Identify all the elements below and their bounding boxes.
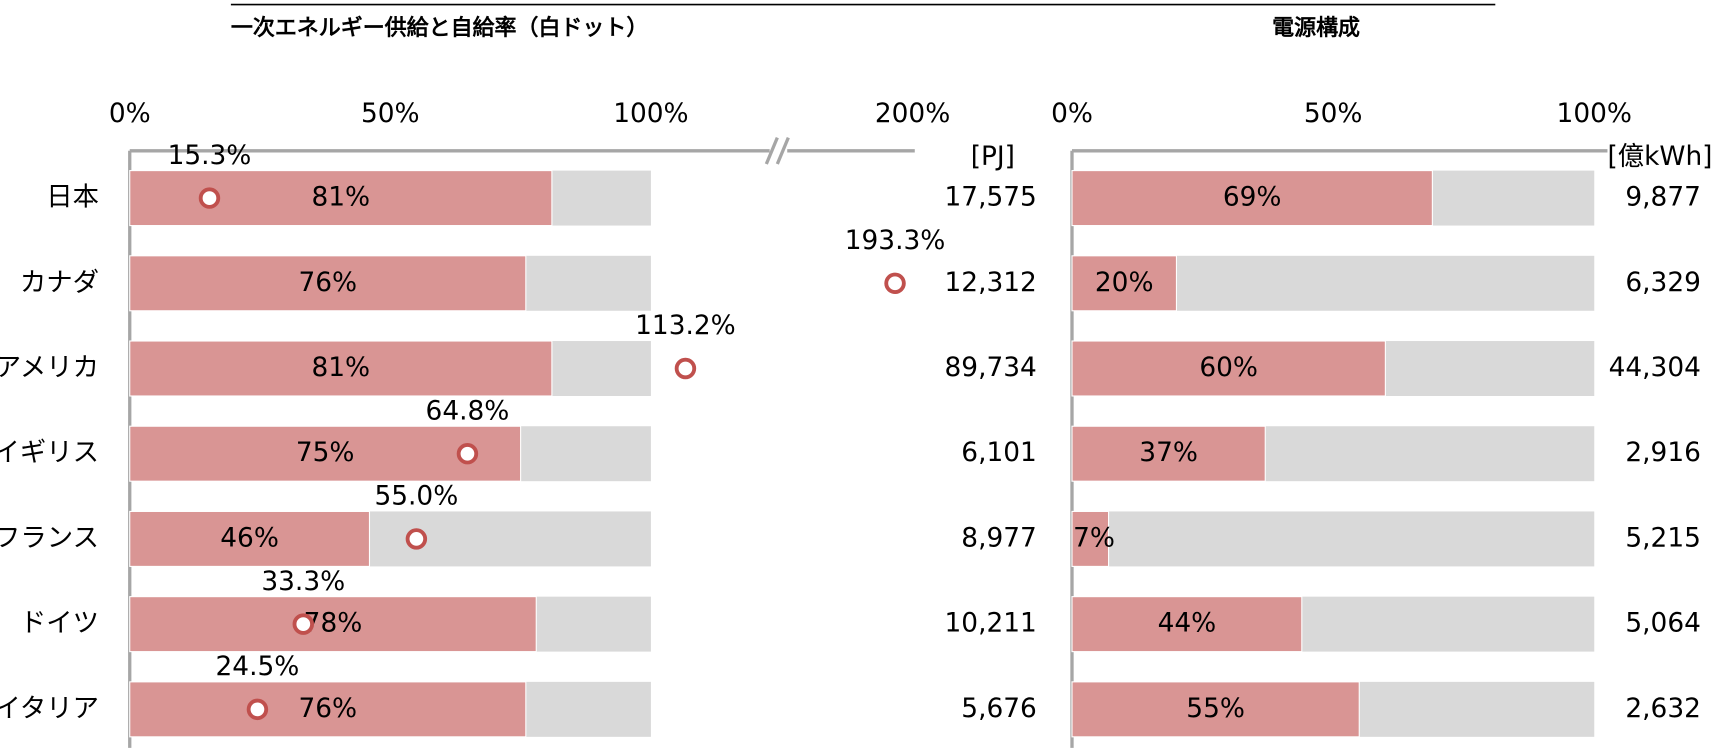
- bar: [129, 340, 553, 397]
- total-label: 2,632: [1625, 694, 1701, 724]
- value-label: 76%: [298, 268, 357, 298]
- bar: [1071, 681, 1360, 738]
- bar: [1071, 596, 1303, 653]
- value-label: 7%: [1073, 523, 1115, 553]
- value-label: 20%: [1095, 268, 1154, 298]
- marker: [292, 613, 315, 635]
- x-tick-label: 100%: [613, 99, 688, 129]
- marker: [884, 272, 906, 295]
- total-label: 9,877: [1625, 183, 1701, 213]
- x-tick-label: 200%: [875, 99, 950, 129]
- marker-label: 15.3%: [168, 141, 252, 171]
- total-label: 44,304: [1609, 353, 1701, 383]
- value-label: 44%: [1158, 609, 1217, 639]
- track: [1072, 511, 1595, 567]
- marker-label: 113.2%: [635, 311, 736, 341]
- chart-title: 電源構成: [1272, 15, 1360, 41]
- bar: [129, 510, 371, 567]
- value-label: 46%: [220, 523, 279, 553]
- bar: [129, 255, 527, 312]
- value-label: 69%: [1223, 183, 1282, 213]
- bar: [1071, 510, 1110, 567]
- bar: [1071, 255, 1178, 312]
- marker-label: 24.5%: [216, 652, 300, 682]
- marker: [456, 442, 479, 465]
- chart-title: 一次エネルギー供給と自給率（白ドット）: [231, 15, 648, 41]
- marker-label: 55.0%: [374, 482, 458, 512]
- bar: [1071, 340, 1386, 397]
- bar: [129, 596, 537, 653]
- value-label: 60%: [1199, 353, 1258, 383]
- bar: [1071, 170, 1433, 227]
- total-label: 12,312: [945, 268, 1037, 298]
- category-label: イタリア: [0, 694, 99, 724]
- value-label: 81%: [311, 353, 370, 383]
- bar: [1071, 425, 1266, 482]
- axis-break: [775, 136, 790, 165]
- total-label: 5,064: [1625, 609, 1701, 639]
- category-label: カナダ: [20, 268, 99, 298]
- category-label: ドイツ: [20, 609, 99, 639]
- category-label: 日本: [46, 183, 99, 213]
- total-label: 6,329: [1625, 268, 1701, 298]
- total-label: 17,575: [945, 183, 1037, 213]
- category-label: イギリス: [0, 438, 99, 468]
- value-label: 75%: [296, 438, 355, 468]
- value-label: 55%: [1186, 694, 1245, 724]
- value-label: 81%: [311, 183, 370, 213]
- total-label: 2,916: [1625, 438, 1701, 468]
- marker: [405, 528, 428, 550]
- marker-label: 33.3%: [261, 567, 345, 597]
- total-label: 10,211: [945, 609, 1037, 639]
- x-tick-label: 50%: [361, 99, 420, 129]
- unit-label: [PJ]: [971, 142, 1015, 172]
- x-tick-label: 0%: [1051, 99, 1093, 129]
- marker: [674, 357, 697, 380]
- x-tick-label: 50%: [1304, 99, 1363, 129]
- bar: [129, 425, 522, 482]
- axis-break: [764, 136, 779, 165]
- total-label: 6,101: [961, 438, 1037, 468]
- bar: [129, 681, 527, 738]
- marker: [198, 187, 221, 209]
- total-label: 5,676: [961, 694, 1037, 724]
- total-label: 89,734: [945, 353, 1037, 383]
- marker-label: 193.3%: [845, 226, 946, 256]
- x-tick-label: 0%: [109, 99, 151, 129]
- category-label: アメリカ: [0, 353, 99, 383]
- total-label: 8,977: [961, 523, 1037, 553]
- total-label: 5,215: [1625, 523, 1701, 553]
- marker-label: 64.8%: [426, 396, 510, 426]
- unit-label: [億kWh]: [1607, 142, 1712, 172]
- value-label: 37%: [1139, 438, 1198, 468]
- x-tick-label: 100%: [1557, 99, 1632, 129]
- value-label: 76%: [298, 694, 357, 724]
- marker: [246, 698, 269, 721]
- category-label: フランス: [0, 523, 99, 553]
